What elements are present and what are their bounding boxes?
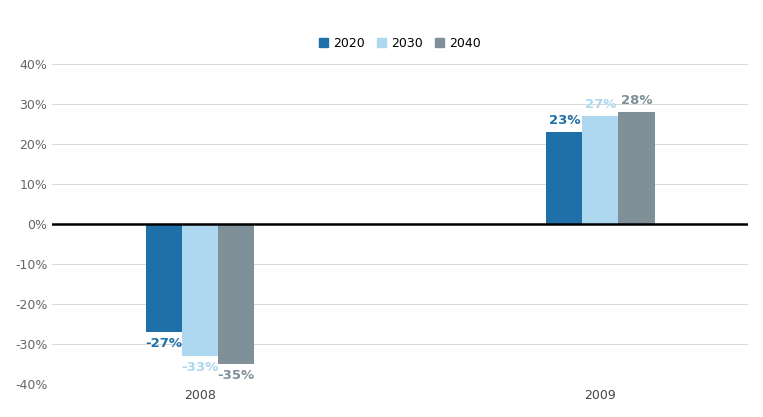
Text: 27%: 27% [584,98,616,111]
Text: 28%: 28% [621,94,652,107]
Bar [619,112,655,224]
Bar [546,132,582,224]
Text: -27%: -27% [145,337,182,350]
Bar [582,116,619,224]
Bar [146,224,182,332]
Bar [217,224,254,364]
Text: 23%: 23% [549,114,580,127]
Text: -35%: -35% [217,369,254,382]
Text: -33%: -33% [181,361,218,374]
Legend: 2020, 2030, 2040: 2020, 2030, 2040 [314,32,486,55]
Bar [182,224,217,356]
